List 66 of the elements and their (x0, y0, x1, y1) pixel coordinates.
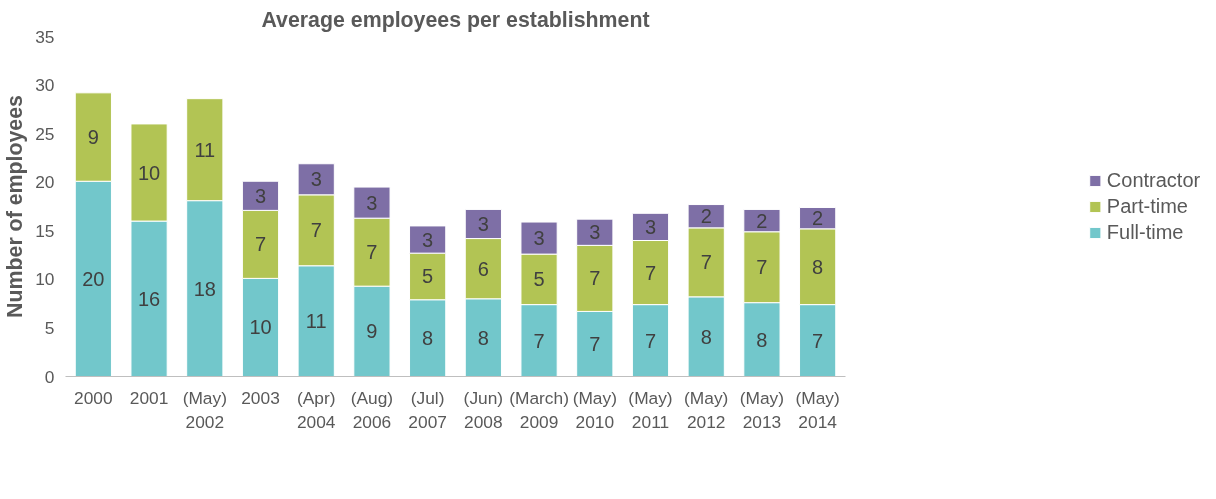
data-label: 7 (310, 219, 322, 242)
data-label: 6 (477, 257, 489, 280)
y-tick-label: 0 (44, 366, 55, 387)
x-tick-label: (May) 2010 (572, 387, 617, 432)
y-tick-label: 20 (35, 172, 55, 193)
x-tick-label: (Jul) 2007 (408, 387, 447, 432)
data-label: 7 (589, 267, 601, 290)
data-label: 3 (644, 215, 657, 238)
data-label: 10 (137, 161, 161, 184)
data-label: 5 (422, 265, 434, 288)
y-tick-label: 5 (44, 317, 55, 338)
data-label: 2 (812, 207, 824, 230)
chart-title: Average employees per establishment (261, 7, 650, 32)
x-tick-label: 2000 (74, 387, 113, 408)
data-label: 8 (422, 327, 434, 350)
x-tick-label: (May) 2011 (628, 387, 673, 432)
x-tick-label: (May) 2013 (739, 387, 785, 432)
y-axis-title: Number of employees (3, 95, 28, 318)
y-tick-label: 15 (35, 220, 55, 241)
data-label: 3 (310, 168, 322, 191)
data-label: 11 (305, 310, 327, 333)
x-tick-label: (May) 2014 (795, 387, 840, 432)
data-label: 7 (700, 251, 712, 274)
legend-label: Contractor (1106, 168, 1201, 192)
x-tick-label: (Jun) 2008 (463, 387, 504, 432)
data-label: 3 (589, 221, 601, 244)
data-label: 8 (700, 325, 712, 348)
x-tick-label: 2001 (129, 387, 169, 408)
data-label: 2 (756, 209, 768, 232)
legend-label: Full-time (1106, 220, 1184, 244)
x-tick-label: (Apr) 2004 (296, 387, 336, 432)
y-tick-label: 25 (35, 123, 55, 144)
data-label: 7 (644, 329, 657, 352)
data-label: 9 (87, 126, 99, 149)
data-label: 7 (756, 256, 768, 279)
data-label: 7 (644, 261, 657, 284)
data-label: 7 (812, 329, 824, 352)
data-label: 8 (812, 255, 824, 278)
data-label: 16 (137, 287, 161, 310)
data-label: 5 (533, 268, 545, 291)
x-tick-label: 2003 (241, 387, 280, 408)
legend-label: Part-time (1106, 194, 1188, 218)
data-label: 3 (366, 191, 378, 214)
x-tick-label: (May) 2012 (684, 387, 729, 432)
data-label: 10 (249, 316, 272, 339)
y-tick-label: 35 (35, 26, 55, 47)
data-label: 8 (756, 328, 768, 351)
data-label: 3 (422, 228, 434, 251)
x-tick-label: (March) 2009 (509, 387, 569, 432)
data-label: 20 (82, 267, 105, 290)
data-label: 3 (254, 184, 267, 207)
data-label: 7 (366, 241, 378, 264)
data-label: 9 (366, 320, 378, 343)
data-label: 11 (194, 138, 216, 161)
x-tick-label: (May) 2002 (182, 387, 227, 432)
data-label: 3 (533, 227, 545, 250)
data-label: 18 (193, 277, 216, 300)
x-tick-label: (Aug) 2006 (350, 387, 394, 432)
y-tick-label: 30 (35, 75, 55, 96)
data-label: 2 (700, 205, 712, 228)
y-tick-label: 10 (35, 269, 55, 290)
data-label: 3 (477, 212, 489, 235)
data-label: 7 (589, 332, 601, 355)
data-label: 7 (254, 233, 267, 256)
data-label: 8 (477, 326, 489, 349)
data-label: 7 (533, 329, 545, 352)
